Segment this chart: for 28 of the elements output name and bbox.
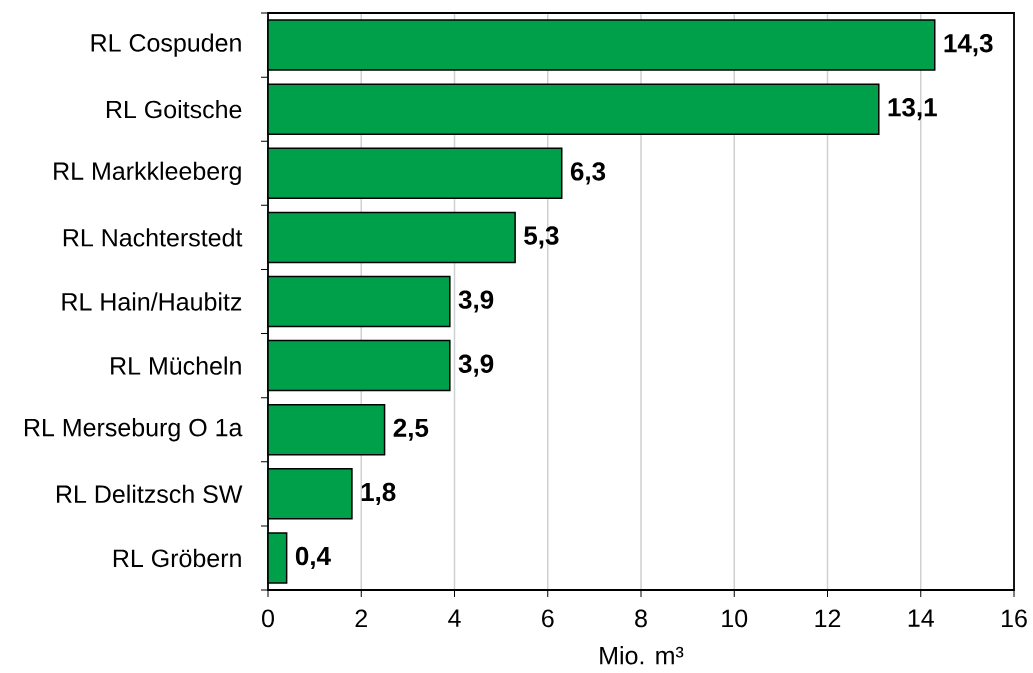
x-tick-label: 14: [908, 609, 934, 627]
data-label: 2,5: [393, 418, 429, 441]
y-tick-label: RL Cospuden: [91, 33, 241, 57]
x-tick-label: 6: [542, 609, 554, 628]
x-tick-label: 12: [815, 609, 841, 627]
data-label: 1,8: [361, 482, 396, 505]
y-tick-label: RL Hain/Haubitz: [62, 292, 242, 311]
y-tick-label: RL Nachterstedt: [63, 228, 243, 247]
data-label: 3,9: [458, 354, 494, 377]
y-tick-label: RL Mücheln: [111, 356, 241, 375]
x-tick-label: 10: [722, 609, 748, 628]
data-label: 13,1: [888, 98, 937, 121]
x-tick-label: 4: [448, 609, 461, 627]
data-label: 0,4: [295, 546, 331, 570]
x-axis-title: Mio. m³: [600, 646, 684, 665]
x-tick-label: 0: [262, 609, 274, 628]
y-tick-label: RL Markkleeberg: [54, 161, 241, 185]
y-tick-label: RL Delitzsch SW: [56, 484, 243, 504]
data-label: 5,3: [524, 226, 559, 249]
y-tick-label: RL Gröbern: [113, 548, 241, 568]
data-label: 14,3: [944, 33, 993, 57]
y-tick-label: RL Merseburg O 1a: [24, 418, 243, 442]
y-tick-label: RL Goitsche: [106, 100, 242, 119]
x-tick-label: 2: [355, 609, 367, 627]
data-label: 6,3: [570, 162, 606, 185]
x-tick-label: 16: [1002, 609, 1027, 628]
x-tick-label: 8: [635, 609, 647, 628]
data-label: 3,9: [458, 290, 494, 313]
